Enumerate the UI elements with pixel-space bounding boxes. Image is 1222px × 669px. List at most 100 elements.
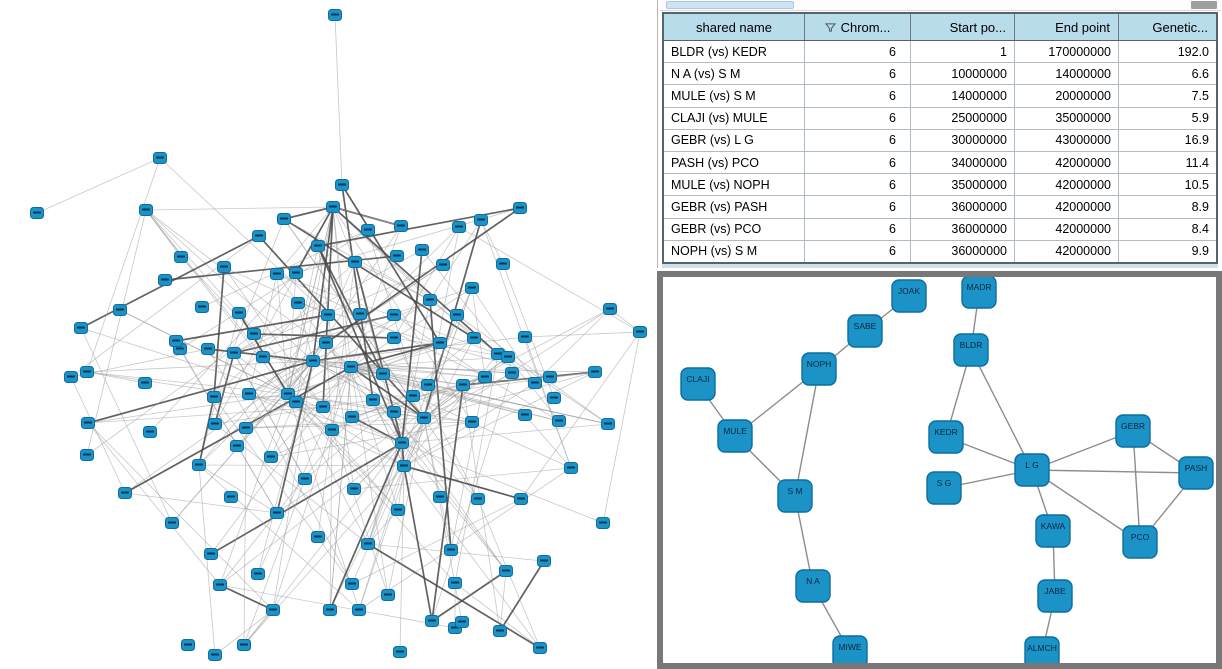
- graph-node[interactable]: [277, 213, 291, 225]
- graph-node[interactable]: [325, 424, 339, 436]
- graph-node[interactable]: [270, 507, 284, 519]
- graph-node[interactable]: [227, 347, 241, 359]
- graph-node[interactable]: [465, 416, 479, 428]
- graph-node[interactable]: [417, 412, 431, 424]
- graph-node[interactable]: [394, 220, 408, 232]
- graph-node[interactable]: [291, 297, 305, 309]
- table-cell[interactable]: 9.9: [1191, 244, 1209, 259]
- table-cell[interactable]: 42000000: [1015, 152, 1119, 174]
- graph-node[interactable]: [348, 256, 362, 268]
- graph-node[interactable]: [306, 355, 320, 367]
- table-cell[interactable]: 30000000: [911, 129, 1015, 152]
- graph-node[interactable]: [633, 326, 647, 338]
- graph-node[interactable]: [289, 267, 303, 279]
- table-cell[interactable]: MULE (vs) NOPH: [664, 174, 805, 196]
- table-row[interactable]: GEBR (vs) L G 6 30000000 43000000 16.9: [664, 129, 1216, 153]
- sub-graph-node[interactable]: PASH: [1178, 456, 1214, 490]
- table-row[interactable]: CLAJI (vs) MULE 6 25000000 35000000 5.9: [664, 107, 1216, 130]
- table-cell[interactable]: 6: [805, 41, 911, 63]
- graph-node[interactable]: [421, 379, 435, 391]
- graph-node[interactable]: [393, 646, 407, 658]
- graph-node[interactable]: [328, 9, 342, 21]
- table-row[interactable]: BLDR (vs) KEDR 6 1 170000000 192.0: [664, 41, 1216, 64]
- table-cell[interactable]: MULE (vs) S M: [664, 85, 805, 107]
- graph-node[interactable]: [232, 307, 246, 319]
- sub-graph-node[interactable]: S G: [926, 471, 962, 505]
- graph-node[interactable]: [192, 459, 206, 471]
- graph-node[interactable]: [456, 379, 470, 391]
- graph-node[interactable]: [208, 418, 222, 430]
- table-cell[interactable]: 6: [805, 196, 911, 218]
- table-cell[interactable]: NOPH (vs) S M: [664, 240, 805, 263]
- table-cell[interactable]: 25000000: [911, 107, 1015, 129]
- graph-node[interactable]: [213, 579, 227, 591]
- graph-node[interactable]: [433, 491, 447, 503]
- graph-node[interactable]: [345, 411, 359, 423]
- sub-network-panel[interactable]: JOAK MADR SABE NOPH BLDR CLAJI MULE KEDR GEBR L G…: [657, 271, 1222, 669]
- graph-node[interactable]: [204, 548, 218, 560]
- graph-node[interactable]: [345, 578, 359, 590]
- graph-node[interactable]: [335, 179, 349, 191]
- graph-node[interactable]: [181, 639, 195, 651]
- table-cell[interactable]: 36000000: [911, 196, 1015, 218]
- graph-node[interactable]: [601, 418, 615, 430]
- sub-graph-node[interactable]: S M: [777, 479, 813, 513]
- graph-node[interactable]: [533, 642, 547, 654]
- graph-node[interactable]: [471, 493, 485, 505]
- table-cell[interactable]: PASH (vs) PCO: [664, 152, 805, 174]
- sub-graph-node[interactable]: KEDR: [928, 420, 964, 454]
- table-cell[interactable]: N A (vs) S M: [664, 63, 805, 85]
- graph-node[interactable]: [298, 473, 312, 485]
- graph-node[interactable]: [316, 401, 330, 413]
- graph-node[interactable]: [169, 335, 183, 347]
- sub-graph-edge[interactable]: [970, 349, 1033, 471]
- graph-node[interactable]: [158, 274, 172, 286]
- graph-node[interactable]: [387, 406, 401, 418]
- graph-node[interactable]: [207, 391, 221, 403]
- graph-node[interactable]: [80, 449, 94, 461]
- graph-node[interactable]: [347, 483, 361, 495]
- graph-node[interactable]: [242, 388, 256, 400]
- graph-node[interactable]: [165, 517, 179, 529]
- graph-node[interactable]: [195, 301, 209, 313]
- graph-node[interactable]: [311, 531, 325, 543]
- graph-node[interactable]: [201, 343, 215, 355]
- sub-graph-edge[interactable]: [794, 368, 820, 497]
- horizontal-scrollbar-thumb[interactable]: [666, 1, 794, 9]
- table-cell[interactable]: 6: [805, 174, 911, 196]
- table-cell[interactable]: 42000000: [1015, 196, 1119, 218]
- graph-node[interactable]: [395, 437, 409, 449]
- graph-node[interactable]: [138, 377, 152, 389]
- graph-node[interactable]: [344, 361, 358, 373]
- graph-node[interactable]: [251, 568, 265, 580]
- graph-node[interactable]: [366, 394, 380, 406]
- graph-node[interactable]: [596, 517, 610, 529]
- graph-node[interactable]: [352, 604, 366, 616]
- graph-node[interactable]: [455, 616, 469, 628]
- table-cell[interactable]: 10000000: [911, 63, 1015, 85]
- graph-node[interactable]: [552, 415, 566, 427]
- column-filter-icon[interactable]: [824, 22, 836, 33]
- graph-node[interactable]: [139, 204, 153, 216]
- graph-node[interactable]: [266, 604, 280, 616]
- graph-node[interactable]: [361, 538, 375, 550]
- sub-graph-node[interactable]: CLAJI: [680, 367, 716, 401]
- main-network-panel[interactable]: [0, 0, 656, 669]
- sub-graph-node[interactable]: JOAK: [891, 279, 927, 313]
- graph-node[interactable]: [239, 422, 253, 434]
- graph-node[interactable]: [474, 214, 488, 226]
- table-cell[interactable]: 35000000: [1015, 107, 1119, 129]
- table-cell[interactable]: 20000000: [1015, 85, 1119, 107]
- table-cell[interactable]: 6: [805, 107, 911, 129]
- graph-node[interactable]: [353, 308, 367, 320]
- column-header-2[interactable]: Start po...: [911, 14, 1015, 40]
- table-cell[interactable]: 14000000: [1015, 63, 1119, 85]
- sub-graph-node[interactable]: N A: [795, 569, 831, 603]
- graph-node[interactable]: [224, 491, 238, 503]
- graph-node[interactable]: [319, 337, 333, 349]
- table-row[interactable]: GEBR (vs) PASH 6 36000000 42000000 8.9: [664, 196, 1216, 219]
- table-cell[interactable]: 1: [911, 41, 1015, 63]
- column-header-4[interactable]: Genetic...: [1119, 14, 1216, 40]
- graph-node[interactable]: [603, 303, 617, 315]
- graph-node[interactable]: [230, 440, 244, 452]
